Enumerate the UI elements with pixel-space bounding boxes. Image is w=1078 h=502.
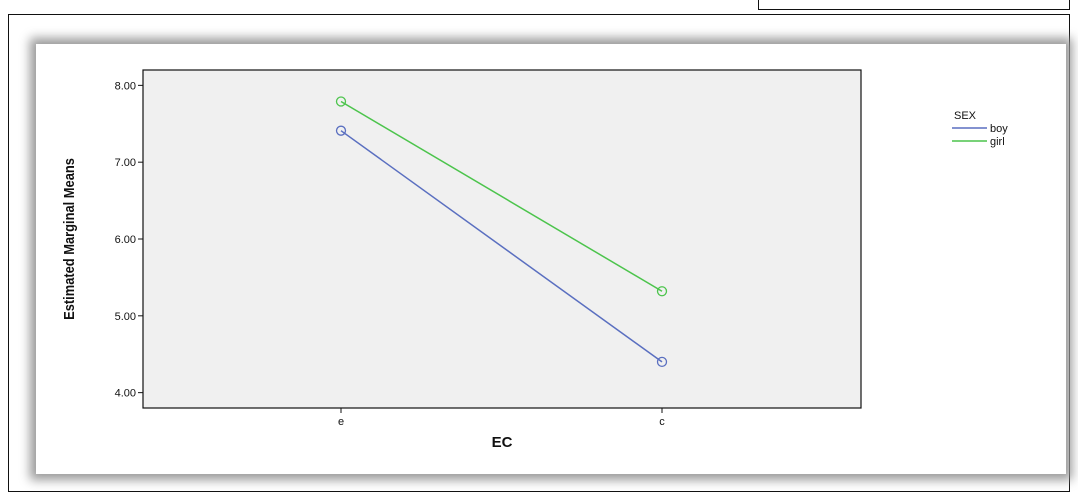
legend-label-boy: boy [990,123,1008,135]
plot-area [142,69,862,409]
data-point-girl [335,96,347,107]
x-tick-label: c [659,416,665,428]
series-line-girl [340,100,663,292]
legend-label-girl: girl [990,136,1005,148]
top-frame-box [758,0,1070,10]
legend-title: SEX [954,110,977,122]
data-point-girl [656,286,668,297]
series-lines [335,96,668,368]
y-tick-label: 6.00 [115,234,136,246]
y-tick-label: 8.00 [115,80,136,92]
series-line-boy [340,130,663,363]
y-tick-label: 4.00 [115,388,136,400]
y-tick-label: 5.00 [115,311,136,323]
x-axis-label: EC [492,434,513,451]
x-tick-label: e [338,416,344,428]
data-point-boy [656,356,668,368]
y-tick-label: 7.00 [115,157,136,169]
y-axis-label: Estimated Marginal Means [60,158,77,320]
data-point-boy [335,125,347,136]
y-axis-ticks: 4.00 5.00 6.00 7.00 8.00 [115,80,143,400]
